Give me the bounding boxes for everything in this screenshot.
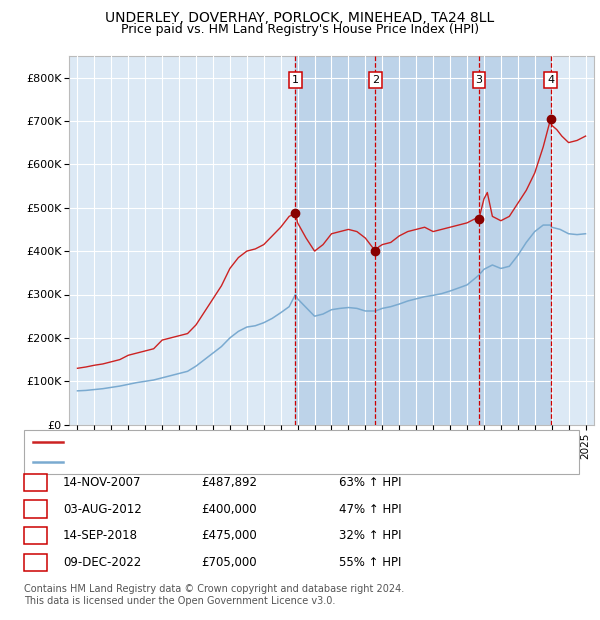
Text: £705,000: £705,000 [201,556,257,569]
Text: 2: 2 [32,503,39,515]
Text: 32% ↑ HPI: 32% ↑ HPI [339,529,401,542]
Text: 09-DEC-2022: 09-DEC-2022 [63,556,141,569]
Text: Price paid vs. HM Land Registry's House Price Index (HPI): Price paid vs. HM Land Registry's House … [121,23,479,36]
Text: 4: 4 [547,75,554,85]
Text: 63% ↑ HPI: 63% ↑ HPI [339,476,401,489]
Text: 3: 3 [476,75,482,85]
Text: 1: 1 [32,476,39,489]
Text: £400,000: £400,000 [201,503,257,515]
Text: UNDERLEY, DOVERHAY, PORLOCK, MINEHEAD, TA24 8LL: UNDERLEY, DOVERHAY, PORLOCK, MINEHEAD, T… [106,11,494,25]
Text: 4: 4 [32,556,39,569]
Text: 03-AUG-2012: 03-AUG-2012 [63,503,142,515]
Text: £487,892: £487,892 [201,476,257,489]
Text: HPI: Average price, detached house, Somerset: HPI: Average price, detached house, Some… [68,457,323,467]
Text: 14-NOV-2007: 14-NOV-2007 [63,476,142,489]
Text: 14-SEP-2018: 14-SEP-2018 [63,529,138,542]
Bar [295,56,551,425]
Text: 1: 1 [292,75,299,85]
Text: Contains HM Land Registry data © Crown copyright and database right 2024.
This d: Contains HM Land Registry data © Crown c… [24,584,404,606]
Text: 55% ↑ HPI: 55% ↑ HPI [339,556,401,569]
Text: 47% ↑ HPI: 47% ↑ HPI [339,503,401,515]
Text: 3: 3 [32,529,39,542]
Text: 2: 2 [372,75,379,85]
Text: £475,000: £475,000 [201,529,257,542]
Text: UNDERLEY, DOVERHAY, PORLOCK, MINEHEAD, TA24 8LL (detached house): UNDERLEY, DOVERHAY, PORLOCK, MINEHEAD, T… [68,437,475,447]
